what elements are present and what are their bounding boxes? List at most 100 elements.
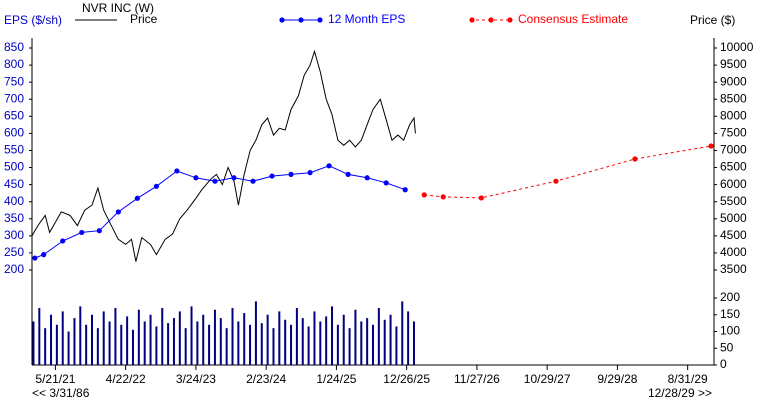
legend-marker [507,17,513,23]
y-tick-label: 550 [4,143,24,157]
volume-bar [407,311,410,365]
series-line [31,49,416,262]
volume-bar [196,321,199,365]
volume-bar [167,323,170,365]
volume-bar [278,311,281,365]
volume-bar [331,306,334,365]
y-tick-label: 200 [4,262,24,276]
volume-bar [178,311,181,365]
y2-tick-label: 9500 [720,57,747,71]
volume-bar [102,311,105,365]
legend-marker [317,17,323,23]
volume-bar [395,326,398,365]
legend-marker [298,17,304,23]
volume-bar [260,323,263,365]
x-tick-label: 4/22/22 [106,372,146,386]
volume-bar [91,314,94,365]
volume-tick-label: 100 [720,324,740,338]
volume-bar [295,308,298,365]
volume-bar [307,326,310,365]
series-point [250,178,256,184]
y-axis-label: EPS ($/sh) [4,13,62,27]
volume-bar [155,326,158,365]
series-point [364,175,370,181]
y2-tick-label: 9000 [720,74,747,88]
volume-bar [348,328,351,365]
volume-bar [73,318,76,365]
series-point [708,143,714,149]
volume-bar [149,314,152,365]
x-start-label: << 3/31/86 [32,386,90,400]
y-tick-label: 300 [4,228,24,242]
y-tick-label: 500 [4,160,24,174]
volume-bar [254,301,257,365]
volume-tick-label: 50 [720,340,734,354]
y2-tick-label: 4000 [720,245,747,259]
volume-bar [114,308,117,365]
volume-bar [301,318,304,365]
x-tick-label: 3/24/23 [176,372,216,386]
volume-bar [319,321,322,365]
y2-tick-label: 7500 [720,126,747,140]
y2-tick-label: 7000 [720,143,747,157]
volume-tick-label: 0 [720,357,727,371]
volume-bar [38,308,41,365]
volume-bar [389,314,392,365]
volume-bar [44,328,47,365]
series-point [307,170,313,176]
volume-bar [79,306,82,365]
legend-marker [469,17,475,23]
volume-bar [336,324,339,365]
x-tick-label: 11/27/26 [454,372,500,386]
legend-label: 12 Month EPS [328,12,405,26]
volume-bar [120,324,123,365]
y-tick-label: 800 [4,57,24,71]
volume-bar [231,308,234,365]
volume-bar [85,324,88,365]
series-point [153,183,159,189]
y-tick-label: 400 [4,194,24,208]
series-point [174,168,180,174]
series-point [79,229,85,236]
series-point [32,255,38,261]
volume-bar [161,308,164,365]
series-point [115,209,121,215]
volume-bar [366,318,369,365]
volume-bar [243,313,246,365]
x-tick-label: 5/21/21 [35,372,75,386]
volume-bar [213,309,216,365]
volume-bar [184,328,187,365]
volume-bar [249,324,252,365]
y-tick-label: 700 [4,91,24,105]
y2-tick-label: 4500 [720,228,747,242]
volume-bar [284,319,287,365]
volume-bar [342,314,345,365]
y-tick-label: 250 [4,245,24,259]
volume-bar [372,324,374,365]
volume-bar [67,331,70,365]
x-tick-label: 8/31/29 [668,372,708,386]
volume-bar [55,324,58,365]
x-tick-label: 10/29/27 [524,372,571,386]
y-tick-label: 350 [4,211,24,225]
y-tick-label: 450 [4,177,24,191]
volume-bar [225,328,228,365]
x-end-label: 12/28/29 >> [648,386,712,400]
series-point [212,178,218,184]
volume-bar [325,316,328,365]
volume-bar [272,328,275,365]
series-line [424,145,712,199]
volume-bar [50,314,53,365]
legend-label: Price [130,12,158,26]
series-point [193,175,199,181]
volume-tick-label: 200 [720,290,740,304]
volume-bar [32,321,35,365]
volume-bar [143,321,146,365]
legend-label: Consensus Estimate [518,12,628,26]
series-point [60,238,66,244]
volume-bar [61,311,64,365]
volume-bar [377,308,380,365]
x-tick-label: 9/29/28 [597,372,637,386]
volume-bar [383,319,386,365]
series-point [421,192,427,198]
